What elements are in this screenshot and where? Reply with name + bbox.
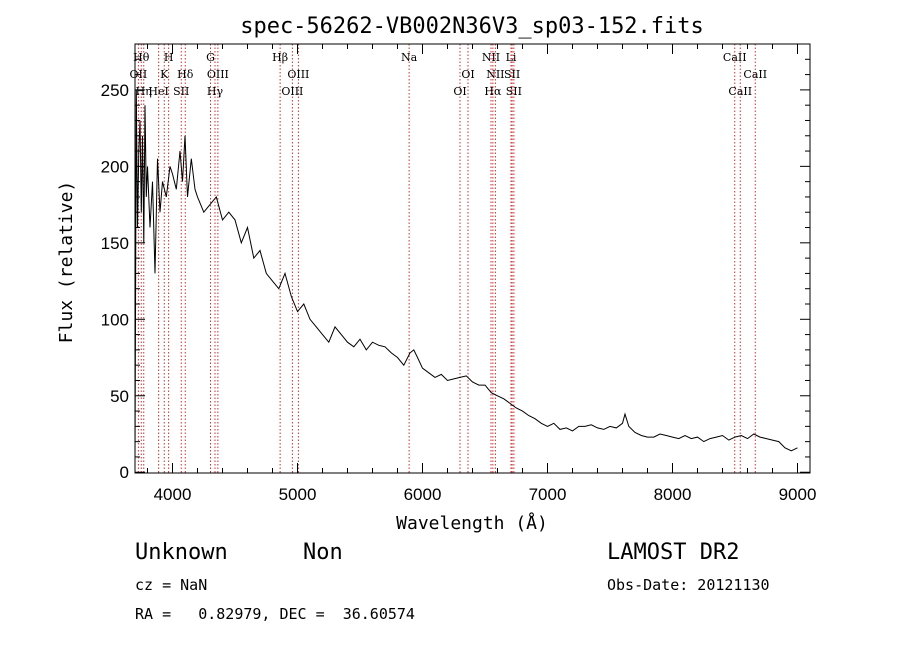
line-marker-labels: OIIHθHηHeIKHSIIHδGHγOIIIHβOIIIOIIINaOIOI…	[130, 51, 768, 98]
line-marker-label: SII	[504, 68, 520, 81]
line-marker-label: SII	[506, 85, 522, 98]
y-tick-label: 50	[110, 387, 129, 406]
line-marker-label: SII	[173, 85, 189, 98]
line-marker-label: G	[206, 51, 215, 64]
subclass-label: Non	[303, 540, 343, 565]
spectrum-series	[134, 89, 798, 461]
line-marker-label: Hα	[484, 85, 502, 98]
obs-date: Obs-Date: 20121130	[607, 576, 770, 594]
line-marker-label: OI	[461, 68, 474, 81]
x-tick-label: 6000	[404, 485, 442, 504]
survey-label: LAMOST DR2	[607, 540, 739, 565]
y-axis-label: Flux (relative)	[56, 181, 77, 344]
ra-dec: RA = 0.82979, DEC = 36.60574	[135, 605, 415, 623]
y-tick-label: 0	[120, 463, 129, 482]
line-marker-label: Hη	[136, 85, 152, 98]
x-tick-label: 9000	[779, 485, 817, 504]
line-marker-label: Na	[401, 51, 418, 64]
line-marker-label: CaII	[743, 68, 767, 81]
line-marker-label: HeI	[148, 85, 168, 98]
class-label: Unknown	[135, 540, 228, 565]
plot-frame	[134, 43, 811, 474]
line-marker-label: Hθ	[133, 51, 150, 64]
cz-value: cz = NaN	[135, 576, 207, 594]
line-marker-label: CaII	[728, 85, 752, 98]
y-tick-label: 250	[101, 81, 129, 100]
spectrum-line	[134, 89, 798, 461]
line-marker-label: OI	[453, 85, 466, 98]
x-tick-label: 5000	[279, 485, 317, 504]
line-marker-label: K	[160, 68, 169, 81]
x-tick-label: 7000	[529, 485, 567, 504]
line-marker-label: OIII	[281, 85, 303, 98]
line-marker-label: OIII	[207, 68, 229, 81]
line-marker-label: Hβ	[272, 51, 288, 64]
x-tick-label: 8000	[654, 485, 692, 504]
y-tick-label: 200	[101, 157, 129, 176]
line-marker-label: CaII	[723, 51, 747, 64]
line-marker-label: Hγ	[207, 85, 224, 98]
x-tick-label: 4000	[154, 485, 192, 504]
line-marker-label: H	[164, 51, 174, 64]
chart-title: spec-56262-VB002N36V3_sp03-152.fits	[240, 14, 704, 39]
axis-ticks: 4000 5000 6000 7000 8000 9000 0 50 100 150 200 250	[101, 44, 817, 504]
line-marker-label: Li	[506, 51, 517, 64]
line-marker-label: NII	[482, 51, 500, 64]
line-markers	[137, 44, 756, 473]
line-marker-label: NII	[486, 68, 504, 81]
x-axis-label: Wavelength (Å)	[396, 512, 548, 534]
line-marker-label: Hδ	[177, 68, 194, 81]
y-tick-label: 150	[101, 234, 129, 253]
line-marker-label: OIII	[287, 68, 309, 81]
y-tick-label: 100	[101, 310, 129, 329]
